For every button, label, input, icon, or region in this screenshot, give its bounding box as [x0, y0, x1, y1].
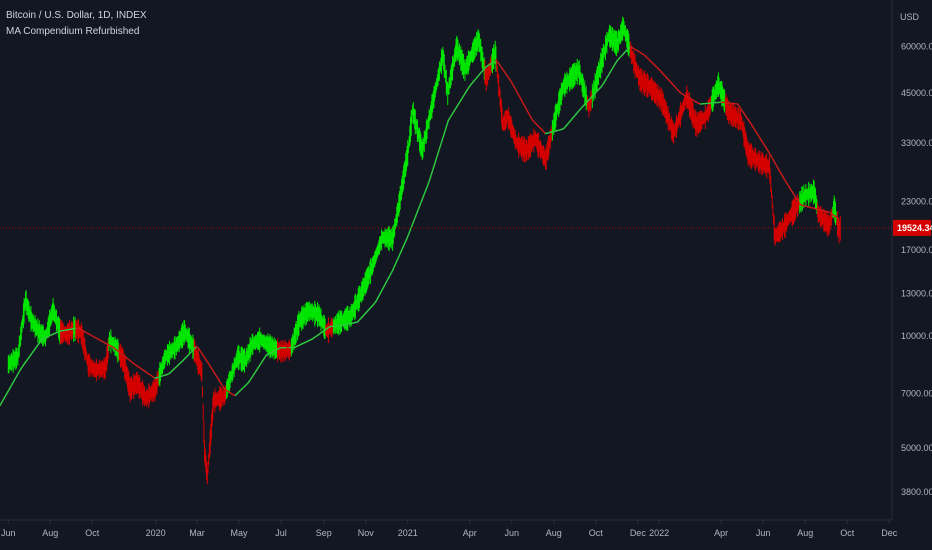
time-tick-label: Aug	[797, 528, 813, 538]
time-tick-label: Dec	[630, 528, 647, 538]
moving-average-segment[interactable]	[408, 226, 412, 234]
price-tick-label: 60000.00	[901, 41, 932, 51]
moving-average-segment[interactable]	[422, 189, 427, 197]
moving-average-segment[interactable]	[439, 139, 443, 148]
price-candles[interactable]	[7, 16, 841, 485]
moving-average-segment[interactable]	[420, 195, 425, 202]
currency-label: USD	[900, 12, 920, 22]
moving-average-segment[interactable]	[387, 273, 392, 279]
time-tick-label: Oct	[840, 528, 855, 538]
moving-average-segment[interactable]	[398, 251, 402, 258]
symbol-title[interactable]: Bitcoin / U.S. Dollar, 1D, INDEX	[6, 10, 147, 21]
moving-average-segment[interactable]	[418, 200, 423, 208]
moving-average-segment[interactable]	[391, 265, 396, 272]
moving-average-segment[interactable]	[416, 205, 421, 213]
moving-average-segment[interactable]	[437, 145, 441, 154]
moving-average-segment[interactable]	[424, 184, 429, 192]
time-tick-label: 2020	[146, 528, 166, 538]
last-price-tag[interactable]: 19524.34	[893, 219, 932, 236]
moving-average-segment[interactable]	[836, 216, 840, 220]
moving-average-segment[interactable]	[433, 158, 437, 167]
time-tick-label: Jul	[275, 528, 287, 538]
time-tick-label: Jun	[756, 528, 771, 538]
indicator-title[interactable]: MA Compendium Refurbished	[6, 26, 140, 37]
moving-average-segment[interactable]	[443, 126, 448, 135]
moving-average-segment[interactable]	[435, 152, 439, 161]
moving-average-segment[interactable]	[404, 237, 408, 244]
moving-average-segment[interactable]	[375, 296, 379, 302]
moving-average-segment[interactable]	[414, 211, 419, 218]
moving-average-segment[interactable]	[400, 246, 404, 253]
price-axis[interactable]: 3800.00 5000.00 7000.00 10000.00 13000.00 170…	[893, 41, 932, 497]
moving-average-segment[interactable]	[393, 260, 398, 267]
price-tick-label: 45000.00	[901, 88, 932, 98]
moving-average-segment[interactable]	[517, 94, 522, 100]
time-tick-label: Jun	[1, 528, 16, 538]
moving-average-segment[interactable]	[526, 109, 530, 115]
moving-average-line[interactable]	[0, 45, 840, 407]
price-tick-label: 17000.00	[901, 245, 932, 255]
price-tick-label: 23000.00	[901, 196, 932, 206]
time-tick-label: Apr	[463, 528, 477, 538]
last-price-tag-bg	[893, 219, 931, 236]
moving-average-segment[interactable]	[441, 132, 445, 141]
price-tick-label: 3800.00	[901, 487, 932, 497]
moving-average-segment[interactable]	[445, 119, 450, 128]
price-tick-label: 13000.00	[901, 289, 932, 299]
time-tick-label: Aug	[42, 528, 58, 538]
moving-average-segment[interactable]	[406, 232, 410, 239]
time-tick-label: Nov	[358, 528, 375, 538]
time-tick-label: Jun	[505, 528, 520, 538]
moving-average-segment[interactable]	[410, 221, 414, 229]
price-tick-label: 7000.00	[901, 389, 932, 399]
time-tick-label: 2021	[398, 528, 418, 538]
moving-average-segment[interactable]	[429, 172, 433, 181]
moving-average-segment[interactable]	[515, 90, 520, 96]
price-tick-label: 5000.00	[901, 443, 932, 453]
moving-average-segment[interactable]	[402, 242, 406, 249]
moving-average-segment[interactable]	[396, 255, 400, 262]
time-tick-label: Oct	[85, 528, 100, 538]
moving-average-segment[interactable]	[383, 281, 388, 287]
moving-average-segment[interactable]	[522, 101, 526, 108]
chart-legend: Bitcoin / U.S. Dollar, 1D, INDEX MA Comp…	[6, 8, 147, 40]
moving-average-segment[interactable]	[524, 105, 528, 111]
time-axis[interactable]: Jun Aug Oct 2020 Mar May Jul Sep Nov 2021 Apr Jun Au…	[1, 520, 898, 538]
time-tick-label: Dec	[881, 528, 898, 538]
time-tick-label: Aug	[546, 528, 562, 538]
moving-average-segment[interactable]	[427, 178, 431, 186]
time-tick-label: 2022	[649, 528, 669, 538]
moving-average-segment[interactable]	[528, 113, 532, 119]
moving-average-segment[interactable]	[513, 86, 518, 93]
time-tick-label: Sep	[316, 528, 332, 538]
moving-average-segment[interactable]	[511, 83, 516, 89]
moving-average-segment[interactable]	[385, 277, 390, 283]
time-tick-label: Apr	[714, 528, 728, 538]
price-tick-label: 10000.00	[901, 331, 932, 341]
time-tick-label: Mar	[189, 528, 205, 538]
time-tick-label: Oct	[589, 528, 604, 538]
moving-average-segment[interactable]	[412, 216, 417, 224]
moving-average-segment[interactable]	[389, 269, 394, 275]
moving-average-segment[interactable]	[379, 288, 383, 295]
price-tick-label: 33000.00	[901, 138, 932, 148]
moving-average-segment[interactable]	[381, 285, 386, 291]
moving-average-segment[interactable]	[377, 292, 381, 299]
time-tick-label: May	[231, 528, 249, 538]
plot-area[interactable]	[0, 16, 841, 485]
moving-average-segment[interactable]	[520, 98, 524, 104]
last-price-tag-label: 19524.34	[897, 223, 932, 233]
moving-average-segment[interactable]	[431, 165, 435, 174]
